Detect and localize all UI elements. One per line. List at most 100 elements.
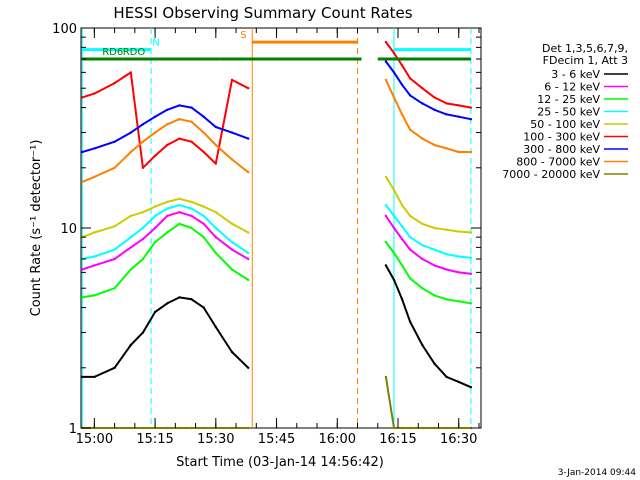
data-point	[400, 264, 404, 267]
data-point	[214, 162, 217, 165]
data-point	[166, 123, 169, 126]
data-point	[190, 200, 193, 204]
flag-label-rdo: RDO	[123, 47, 146, 58]
data-point	[178, 426, 181, 430]
data-point	[433, 294, 436, 297]
data-point	[384, 264, 388, 267]
data-point	[190, 106, 193, 109]
y-tick-label: 100	[52, 22, 77, 37]
data-point	[445, 426, 448, 430]
data-point	[384, 60, 388, 63]
data-point	[408, 77, 412, 80]
data-point	[178, 204, 181, 207]
data-point	[433, 248, 436, 251]
data-point	[166, 143, 169, 147]
data-point	[190, 140, 193, 143]
data-point	[113, 248, 116, 251]
legend-entry-label: 50 - 100 keV	[530, 118, 600, 131]
data-point	[408, 426, 412, 430]
data-point	[166, 426, 169, 430]
data-point	[166, 207, 169, 210]
data-point	[392, 226, 396, 230]
series-line	[384, 376, 471, 429]
data-point	[230, 240, 234, 244]
data-point	[81, 180, 84, 184]
series-line	[385, 215, 472, 275]
data-point	[113, 166, 116, 169]
data-point	[153, 214, 157, 218]
data-point	[408, 128, 412, 131]
series-5	[81, 40, 473, 169]
y-tick-label: 1	[69, 422, 77, 437]
data-point	[202, 306, 205, 309]
x-tick-label: 16:00	[319, 432, 356, 447]
data-point	[166, 108, 169, 112]
data-point	[214, 325, 217, 329]
data-point	[400, 204, 404, 207]
data-point	[141, 426, 145, 430]
y-tick-label: 10	[60, 222, 77, 237]
series-6	[81, 60, 473, 154]
data-point	[384, 375, 388, 379]
data-point	[178, 104, 181, 107]
data-point	[469, 150, 473, 154]
data-point	[445, 147, 448, 150]
data-point	[392, 214, 396, 218]
y-axis: 1 10 100	[52, 22, 481, 437]
y-axis-label: Count Rate (s⁻¹ detector⁻¹)	[29, 140, 44, 317]
data-point	[113, 366, 116, 369]
data-point	[178, 211, 181, 214]
data-point	[129, 268, 132, 271]
legend-entry-label: 7000 - 20000 keV	[502, 168, 600, 181]
data-point	[153, 240, 157, 244]
x-axis: 15:00 15:15 15:30 15:45 16:00 16:15 16:30	[76, 28, 480, 447]
data-point	[392, 251, 396, 255]
x-tick-label: 16:30	[440, 432, 477, 447]
data-point	[93, 231, 96, 234]
data-point	[166, 231, 169, 234]
data-point	[230, 248, 234, 251]
data-point	[247, 426, 250, 430]
series-3	[81, 204, 473, 261]
x-tick-label: 15:45	[258, 432, 295, 447]
data-point	[247, 137, 250, 140]
data-point	[202, 150, 205, 154]
data-point	[469, 118, 473, 121]
data-point	[129, 150, 132, 154]
data-point	[166, 302, 169, 305]
data-point	[93, 147, 96, 150]
legend-header: FDecim 1, Att 3	[543, 54, 628, 67]
data-point	[214, 143, 217, 147]
data-point	[141, 140, 145, 143]
series-line	[81, 204, 249, 260]
data-point	[469, 256, 473, 259]
data-point	[384, 175, 388, 179]
data-point	[81, 268, 84, 271]
data-point	[421, 257, 424, 261]
series-2	[81, 222, 473, 305]
data-point	[247, 278, 250, 282]
data-point	[141, 226, 145, 230]
data-point	[230, 131, 234, 134]
series-line	[81, 71, 249, 169]
data-point	[178, 222, 181, 225]
data-point	[113, 81, 116, 85]
data-point	[433, 226, 436, 230]
data-point	[113, 257, 116, 261]
data-point	[457, 230, 460, 233]
data-point	[433, 264, 436, 267]
data-point	[247, 87, 250, 90]
series-7	[81, 78, 473, 184]
data-point	[129, 71, 132, 74]
x-tick-label: 15:15	[136, 432, 173, 447]
data-point	[469, 272, 473, 275]
data-point	[214, 226, 217, 230]
series-line	[385, 60, 472, 121]
data-point	[400, 426, 404, 430]
data-point	[141, 237, 145, 241]
data-point	[129, 214, 132, 218]
data-point	[384, 204, 388, 207]
data-point	[214, 236, 217, 239]
data-point	[421, 87, 424, 90]
data-point	[445, 253, 448, 256]
